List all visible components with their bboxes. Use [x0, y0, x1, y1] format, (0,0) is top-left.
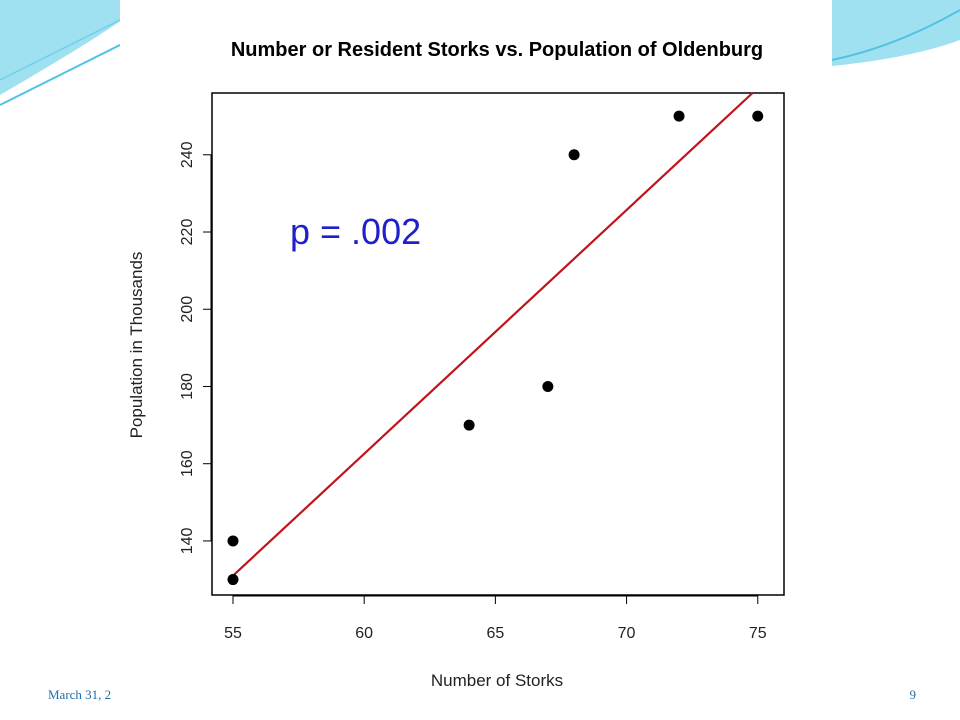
data-point [568, 149, 580, 161]
plot-frame [211, 92, 785, 596]
chart-title: Number or Resident Storks vs. Population… [231, 39, 763, 61]
y-tick-label: 160 [179, 450, 196, 477]
x-tick-label: 55 [224, 625, 242, 642]
top-right-swoosh-line [831, 9, 960, 61]
footer-date: March 31, 2 [48, 687, 112, 702]
data-point [463, 419, 475, 431]
scatter-chart: Number or Resident Storks vs. Population… [127, 39, 785, 690]
p-value-annotation: p = .002 [290, 211, 421, 252]
data-point [542, 380, 554, 392]
top-right-swoosh [832, 0, 960, 66]
y-tick-label: 180 [179, 373, 196, 400]
y-tick-label: 140 [179, 527, 196, 554]
x-tick-label: 65 [486, 625, 504, 642]
x-tick-label: 75 [749, 625, 767, 642]
y-tick-label: 240 [179, 141, 196, 168]
data-point [227, 535, 239, 547]
x-tick-label: 70 [618, 625, 636, 642]
x-tick-label: 60 [355, 625, 373, 642]
data-points [227, 110, 764, 586]
data-point [673, 110, 685, 122]
regression-line [232, 92, 754, 577]
x-axis: 55 60 65 70 75 [224, 595, 767, 642]
data-point [227, 574, 239, 586]
y-tick-label: 220 [179, 219, 196, 246]
x-axis-label: Number of Storks [431, 671, 563, 690]
data-point [752, 110, 764, 122]
chart-panel: Number or Resident Storks vs. Population… [120, 0, 832, 706]
y-tick-label: 200 [179, 296, 196, 323]
y-axis-label: Population in Thousands [127, 252, 146, 439]
y-axis: 140 160 180 200 220 240 [179, 141, 212, 554]
page-number: 9 [909, 687, 917, 702]
